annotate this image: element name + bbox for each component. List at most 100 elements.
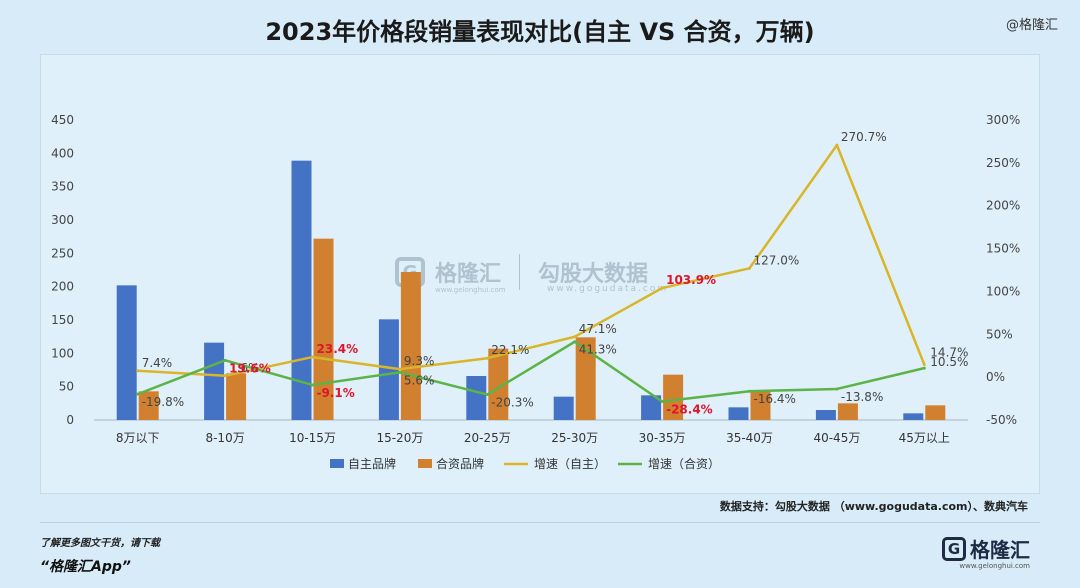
series-point: [748, 389, 751, 393]
y-right-tick-label: 0%: [986, 370, 1005, 384]
legend-label: 合资品牌: [436, 456, 484, 471]
y-right-tick-label: 300%: [986, 113, 1020, 127]
y-right-tick-label: 150%: [986, 242, 1020, 256]
y-left-tick-label: 0: [66, 413, 74, 427]
data-label: -16.4%: [754, 392, 796, 406]
data-label: 22.1%: [491, 343, 529, 357]
y-right-tick-label: 250%: [986, 156, 1020, 170]
series-point: [835, 143, 839, 147]
watermark: G 格隆汇 勾股大数据 www.gelonghui.com www.goguda…: [395, 254, 666, 294]
y-left-tick-label: 250: [51, 246, 74, 260]
data-label: 19.6%: [229, 361, 271, 375]
data-label: 5.6%: [404, 373, 435, 387]
series-point: [922, 366, 926, 370]
y-right-tick-label: 50%: [986, 327, 1013, 341]
x-tick-label: 15-20万: [376, 431, 423, 445]
series-point: [748, 266, 751, 270]
bar: [291, 160, 312, 420]
bar: [728, 407, 749, 420]
bar: [750, 391, 771, 420]
x-tick-label: 40-45万: [813, 431, 860, 445]
data-source: 数据支持：勾股大数据 （www.gogudata.com）、数典汽车: [719, 500, 1028, 513]
legend-label: 增速（合资）: [648, 456, 720, 471]
bar: [313, 238, 334, 420]
watermark-name2: 勾股大数据: [538, 262, 649, 287]
y-right-tick-label: 200%: [986, 199, 1020, 213]
series-point: [398, 367, 402, 371]
footer-logo: G 格隆汇: [942, 534, 1030, 563]
app-name: “格隆汇App”: [40, 559, 131, 575]
series-point: [485, 356, 489, 360]
legend-label: 自主品牌: [348, 457, 396, 471]
brand-tag: @格隆汇: [1005, 18, 1058, 33]
series-point: [311, 355, 314, 359]
bar: [575, 337, 596, 420]
bar: [466, 376, 487, 420]
y-left-tick-label: 400: [51, 146, 74, 160]
x-tick-label: 30-35万: [639, 431, 686, 445]
x-tick-label: 25-30万: [551, 431, 598, 445]
bar: [837, 403, 858, 420]
bar: [116, 285, 137, 420]
series-point: [223, 358, 227, 362]
data-label: 41.3%: [579, 343, 617, 357]
series-point: [223, 374, 227, 378]
logo-site: www.gelonghui.com: [959, 562, 1030, 570]
x-tick-label: 35-40万: [726, 431, 773, 445]
series-point: [660, 286, 664, 290]
x-tick-label: 10-15万: [289, 431, 336, 445]
series-point: [573, 335, 577, 339]
series-point: [573, 340, 577, 344]
y-right-tick-label: 100%: [986, 284, 1020, 298]
data-label: 270.7%: [841, 130, 887, 144]
y-left-tick-label: 150: [51, 313, 74, 327]
data-label: -9.1%: [317, 386, 355, 400]
data-label: -20.3%: [491, 396, 533, 410]
series-line: [137, 340, 925, 403]
series-point: [136, 392, 140, 396]
x-tick-label: 8-10万: [205, 431, 244, 445]
y-left-tick-label: 200: [51, 280, 74, 294]
y-right-tick-label: -50%: [986, 413, 1017, 427]
legend-label: 增速（自主）: [534, 457, 606, 471]
bar: [488, 348, 509, 420]
bar: [400, 272, 421, 420]
series-point: [835, 387, 839, 391]
legend-swatch: [418, 459, 432, 468]
data-label: 103.9%: [666, 273, 716, 287]
bar: [226, 373, 247, 420]
bar: [204, 342, 225, 420]
bar: [815, 410, 836, 420]
data-label: 14.7%: [930, 346, 968, 360]
watermark-site: www.gelonghui.com: [435, 286, 506, 294]
x-tick-label: 45万以上: [899, 431, 950, 445]
bar: [553, 396, 574, 420]
x-tick-label: 20-25万: [464, 431, 511, 445]
chart-panel: [40, 54, 1040, 494]
data-label: 7.4%: [142, 356, 173, 370]
bar: [138, 391, 159, 420]
data-label: 10.5%: [930, 355, 968, 369]
bar: [663, 374, 684, 420]
x-tick-label: 8万以下: [116, 431, 160, 445]
y-left-tick-label: 450: [51, 113, 74, 127]
series-line: [137, 143, 926, 378]
bar: [925, 405, 946, 420]
data-label: 9.3%: [404, 354, 435, 368]
legend-swatch: [330, 459, 344, 468]
series-point: [922, 363, 926, 367]
y-left-tick-label: 350: [51, 180, 74, 194]
series-point: [660, 399, 664, 403]
watermark-divider: [519, 254, 521, 290]
y-left-tick-label: 50: [59, 380, 74, 394]
watermark-name: 格隆汇: [435, 262, 502, 287]
download-prompt: 了解更多图文干货，请下载: [40, 538, 160, 549]
logo-icon: G: [942, 536, 966, 561]
data-label: 47.1%: [579, 322, 617, 336]
series-point: [485, 393, 489, 397]
data-label: 23.4%: [317, 342, 359, 356]
series-point: [136, 369, 140, 373]
watermark-site2: www.gogudata.com: [547, 284, 669, 294]
data-label: 127.0%: [754, 253, 800, 267]
